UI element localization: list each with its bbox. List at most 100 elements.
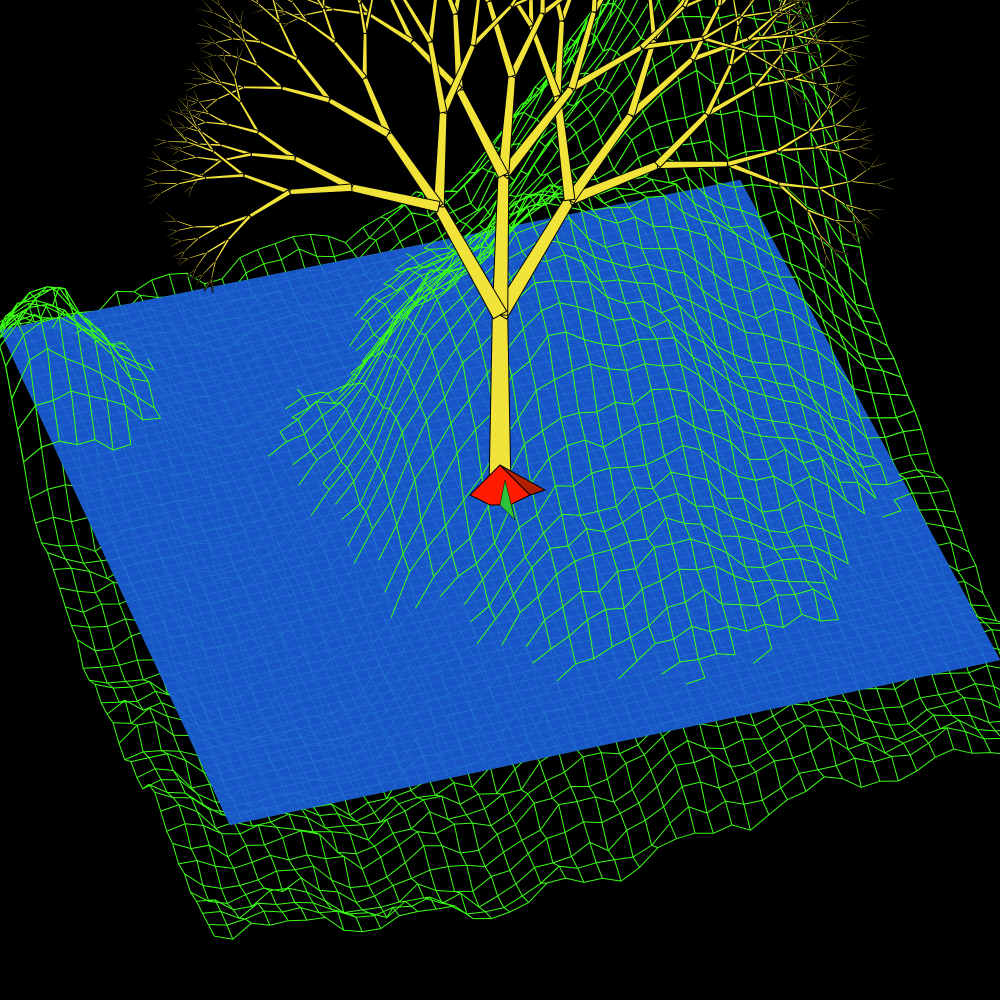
tree-branch [866,208,885,212]
tree-branch [849,18,867,24]
tree-branch [656,160,729,170]
tree-branch [833,248,850,256]
terrain-column [341,239,902,520]
tree-branch [145,169,160,178]
tree-branch [195,273,204,287]
tree-branch [145,156,162,162]
tree-base-accent [499,479,516,521]
tree-base-marker [469,464,547,521]
tree-branch [807,49,828,55]
tree-branch [795,14,812,17]
tree-branch [838,95,854,102]
tree-branch [508,0,518,8]
tree-branch [853,123,868,129]
tree-branch [840,56,856,66]
tree-branch [171,146,184,156]
terrain-column [335,217,895,505]
tree-branch [164,146,180,152]
terrain-column [178,665,1000,870]
tree-branch [840,73,857,84]
water-grid-line [210,619,979,785]
tree-branch [540,0,565,17]
tree-branch [242,85,283,91]
tree-branch [148,192,162,206]
water-grid-line [199,595,966,760]
tree-branch [802,69,824,75]
water-grid-line [690,189,949,672]
tree-branch [511,0,535,28]
tree-branch [162,219,177,223]
tree-branch [249,0,260,6]
tree-branch [875,176,896,186]
water-grid-line [715,184,975,666]
tree-branch [739,0,756,18]
terrain-column [378,302,922,561]
water-grid-line [628,202,885,685]
tree-branch [175,257,190,268]
water-grid-line [222,643,992,809]
tree-branch [141,181,159,189]
tree-branch [788,0,801,7]
tree-branch [845,0,851,7]
terrain-column [353,280,915,564]
water-grid-line [229,659,1000,826]
tree-branch [647,0,658,41]
tree-branch [857,159,872,165]
tree-branch [173,126,187,129]
terrain-column [5,13,827,382]
tree-branch [187,184,194,199]
water-grid-line [206,611,975,776]
tree-branch [285,0,294,4]
tree-branch [176,96,190,111]
tree-branch [716,0,723,7]
terrain-column [190,697,1000,904]
tree-branch [850,34,871,42]
terrain-column [0,0,639,352]
terrain-column [310,202,888,516]
tree-branch [194,7,214,14]
water-grid-line [641,199,898,683]
tree-branch [196,23,215,30]
tree-branch [488,314,512,491]
tree-branch [802,0,807,7]
water-grid-line [218,635,988,801]
terrain-column [0,0,617,341]
fractal-tree [141,0,896,491]
tree-branch [590,0,598,13]
tree-branch [192,78,206,81]
terrain-column [393,0,600,229]
tree-branch [810,42,832,45]
terrain-column [322,193,881,484]
tree-branch [202,60,215,72]
tree-branch [232,9,242,25]
tree-branch [200,37,217,46]
terrain-column [196,714,1000,914]
tree-branch [152,140,168,148]
water-grid-line [665,194,924,677]
tree-branch [165,229,179,239]
water-grid-line [195,587,962,752]
tree-branch [869,152,882,169]
tree-branch [356,0,362,5]
tree-branch [617,0,621,2]
terrain-column [184,683,1000,890]
tree-branch [857,140,872,149]
tree-branch [218,21,233,31]
tree-branch [859,222,875,236]
terrain-column [202,719,1000,919]
tree-branch [214,53,227,64]
water-grid-line [653,197,911,680]
tree-branch [184,83,199,93]
tree-branch [851,96,862,113]
tree-branch [824,254,835,270]
tree-branch [316,0,326,10]
tree-branch [427,0,438,43]
tree-branch [446,0,459,16]
tree-branch [210,278,214,293]
terrain-column [208,727,1000,926]
water-grid-line [191,579,957,743]
tree-branch [166,140,189,144]
water-grid-line [226,651,996,818]
tree-branch [850,232,866,241]
